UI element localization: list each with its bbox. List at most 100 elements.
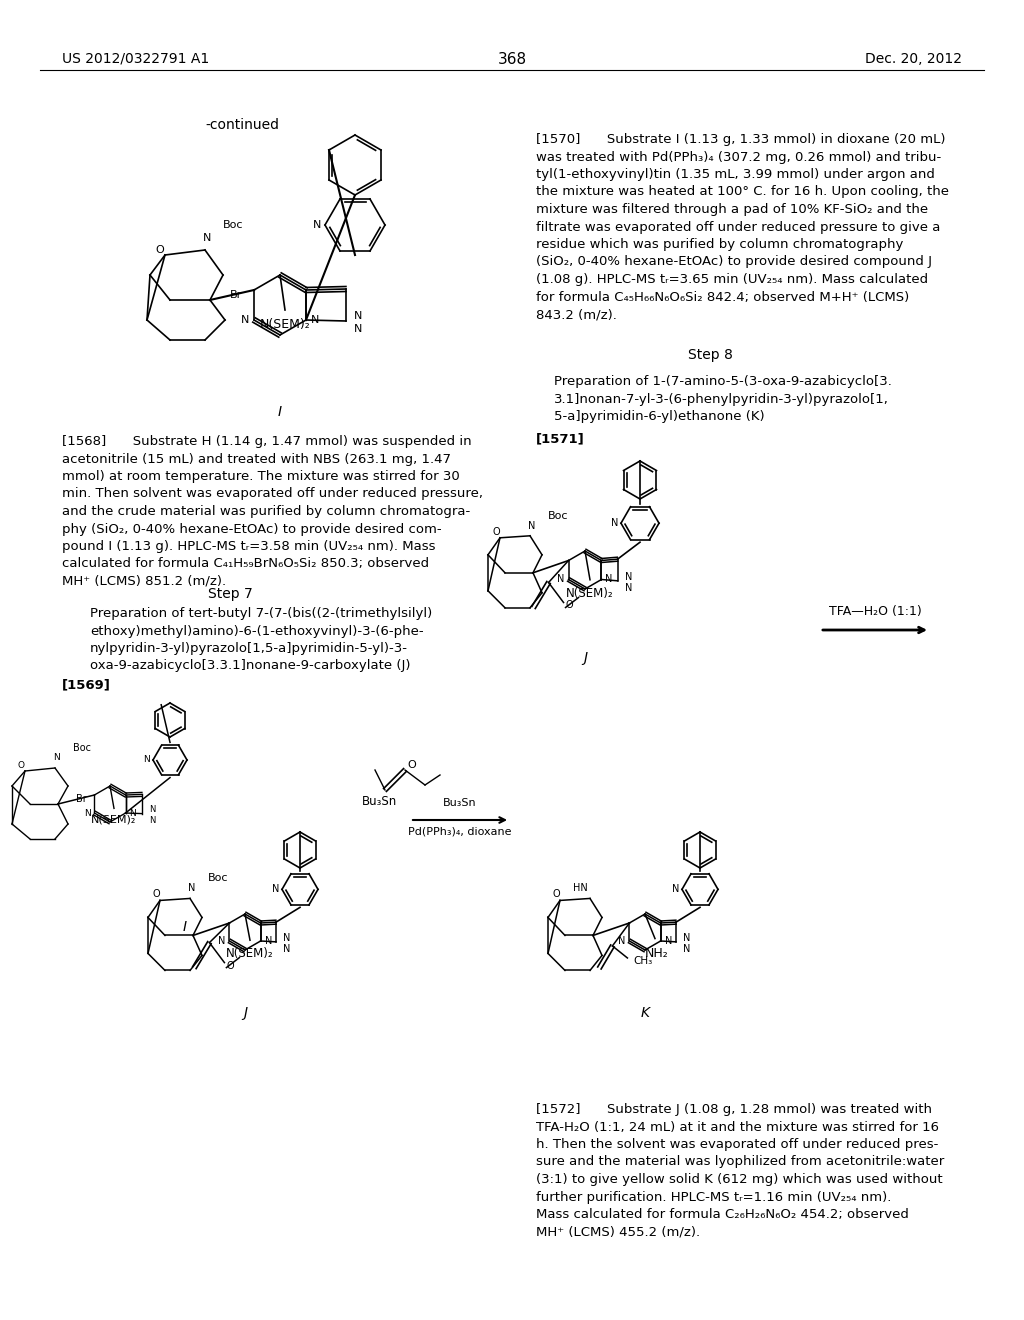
Text: Boc: Boc [208,874,228,883]
Text: MH⁺ (LCMS) 455.2 (m/z).: MH⁺ (LCMS) 455.2 (m/z). [536,1225,700,1238]
Text: -continued: -continued [205,117,279,132]
Text: Br: Br [76,795,86,804]
Text: sure and the material was lyophilized from acetonitrile:water: sure and the material was lyophilized fr… [536,1155,944,1168]
Text: N: N [665,936,672,946]
Text: O: O [153,890,160,899]
Text: N: N [84,808,90,817]
Text: tyl(1-ethoxyvinyl)tin (1.35 mL, 3.99 mmol) under argon and: tyl(1-ethoxyvinyl)tin (1.35 mL, 3.99 mmo… [536,168,935,181]
Text: Bu₃Sn: Bu₃Sn [443,799,477,808]
Text: Bu₃Sn: Bu₃Sn [362,795,397,808]
Text: N: N [311,315,319,325]
Text: 368: 368 [498,51,526,67]
Text: Dec. 20, 2012: Dec. 20, 2012 [865,51,962,66]
Text: was treated with Pd(PPh₃)₄ (307.2 mg, 0.26 mmol) and tribu-: was treated with Pd(PPh₃)₄ (307.2 mg, 0.… [536,150,941,164]
Text: N: N [683,933,690,942]
Text: N: N [625,583,632,593]
Text: acetonitrile (15 mL) and treated with NBS (263.1 mg, 1.47: acetonitrile (15 mL) and treated with NB… [62,453,451,466]
Text: Pd(PPh₃)₄, dioxane: Pd(PPh₃)₄, dioxane [409,828,512,837]
Text: (1.08 g). HPLC-MS tᵣ=3.65 min (UV₂₅₄ nm). Mass calculated: (1.08 g). HPLC-MS tᵣ=3.65 min (UV₂₅₄ nm)… [536,273,928,286]
Text: N: N [150,805,156,814]
Text: N: N [130,808,136,817]
Text: Boc: Boc [73,743,91,752]
Text: filtrate was evaporated off under reduced pressure to give a: filtrate was evaporated off under reduce… [536,220,940,234]
Text: (SiO₂, 0-40% hexane-EtOAc) to provide desired compound J: (SiO₂, 0-40% hexane-EtOAc) to provide de… [536,256,932,268]
Text: N: N [283,933,291,942]
Text: further purification. HPLC-MS tᵣ=1.16 min (UV₂₅₄ nm).: further purification. HPLC-MS tᵣ=1.16 mi… [536,1191,891,1204]
Text: ethoxy)methyl)amino)-6-(1-ethoxyvinyl)-3-(6-phe-: ethoxy)methyl)amino)-6-(1-ethoxyvinyl)-3… [90,624,424,638]
Text: I: I [278,405,282,418]
Text: O: O [408,760,417,770]
Text: oxa-9-azabicyclo[3.3.1]nonane-9-carboxylate (J): oxa-9-azabicyclo[3.3.1]nonane-9-carboxyl… [90,660,411,672]
Text: min. Then solvent was evaporated off under reduced pressure,: min. Then solvent was evaporated off und… [62,487,483,500]
Text: N: N [354,323,362,334]
Text: N: N [625,572,632,582]
Text: [1569]: [1569] [62,678,111,690]
Text: 843.2 (m/z).: 843.2 (m/z). [536,308,616,321]
Text: (3:1) to give yellow solid K (612 mg) which was used without: (3:1) to give yellow solid K (612 mg) wh… [536,1173,943,1185]
Text: N: N [272,884,280,895]
Text: residue which was purified by column chromatography: residue which was purified by column chr… [536,238,903,251]
Text: CH₃: CH₃ [634,956,652,966]
Text: 5-a]pyrimidin-6-yl)ethanone (K): 5-a]pyrimidin-6-yl)ethanone (K) [554,411,765,422]
Text: J: J [583,651,587,665]
Text: Preparation of 1-(7-amino-5-(3-oxa-9-azabicyclo[3.: Preparation of 1-(7-amino-5-(3-oxa-9-aza… [554,375,892,388]
Text: 3.1]nonan-7-yl-3-(6-phenylpyridin-3-yl)pyrazolo[1,: 3.1]nonan-7-yl-3-(6-phenylpyridin-3-yl)p… [554,392,889,405]
Text: K: K [640,1006,649,1020]
Text: N(SEM)₂: N(SEM)₂ [226,948,273,960]
Text: O: O [565,601,573,610]
Text: TFA-H₂O (1:1, 24 mL) at it and the mixture was stirred for 16: TFA-H₂O (1:1, 24 mL) at it and the mixtu… [536,1121,939,1134]
Text: O: O [552,890,560,899]
Text: N: N [53,754,60,763]
Text: N: N [218,936,225,946]
Text: N: N [354,312,362,321]
Text: MH⁺ (LCMS) 851.2 (m/z).: MH⁺ (LCMS) 851.2 (m/z). [62,576,226,587]
Text: mixture was filtered through a pad of 10% KF-SiO₂ and the: mixture was filtered through a pad of 10… [536,203,928,216]
Text: HN: HN [573,883,588,894]
Text: N: N [283,944,291,954]
Text: O: O [156,246,165,255]
Text: N: N [241,315,249,325]
Text: Br: Br [229,290,242,300]
Text: I: I [183,920,187,935]
Text: O: O [226,961,234,970]
Text: N: N [143,755,151,764]
Text: Step 7: Step 7 [208,587,252,601]
Text: Boc: Boc [223,220,244,230]
Text: [1570]  Substrate I (1.13 g, 1.33 mmol) in dioxane (20 mL): [1570] Substrate I (1.13 g, 1.33 mmol) i… [536,133,945,147]
Text: TFA—H₂O (1:1): TFA—H₂O (1:1) [828,605,922,618]
Text: N: N [528,521,536,531]
Text: N: N [683,944,690,954]
Text: O: O [493,527,500,537]
Text: for formula C₄₅H₆₆N₆O₆Si₂ 842.4; observed M+H⁺ (LCMS): for formula C₄₅H₆₆N₆O₆Si₂ 842.4; observe… [536,290,909,304]
Text: the mixture was heated at 100° C. for 16 h. Upon cooling, the: the mixture was heated at 100° C. for 16… [536,186,949,198]
Text: N: N [605,574,612,585]
Text: [1572]  Substrate J (1.08 g, 1.28 mmol) was treated with: [1572] Substrate J (1.08 g, 1.28 mmol) w… [536,1104,932,1115]
Text: N: N [557,574,564,585]
Text: J: J [243,1006,247,1020]
Text: [1568]  Substrate H (1.14 g, 1.47 mmol) was suspended in: [1568] Substrate H (1.14 g, 1.47 mmol) w… [62,436,472,447]
Text: and the crude material was purified by column chromatogra-: and the crude material was purified by c… [62,506,470,517]
Text: N(SEM)₂: N(SEM)₂ [260,318,310,331]
Text: calculated for formula C₄₁H₅₉BrN₆O₅Si₂ 850.3; observed: calculated for formula C₄₁H₅₉BrN₆O₅Si₂ 8… [62,557,429,570]
Text: N: N [673,884,680,895]
Text: nylpyridin-3-yl)pyrazolo[1,5-a]pyrimidin-5-yl)-3-: nylpyridin-3-yl)pyrazolo[1,5-a]pyrimidin… [90,642,408,655]
Text: h. Then the solvent was evaporated off under reduced pres-: h. Then the solvent was evaporated off u… [536,1138,938,1151]
Text: pound I (1.13 g). HPLC-MS tᵣ=3.58 min (UV₂₅₄ nm). Mass: pound I (1.13 g). HPLC-MS tᵣ=3.58 min (U… [62,540,435,553]
Text: N: N [150,816,156,825]
Text: N(SEM)₂: N(SEM)₂ [91,814,136,825]
Text: N(SEM)₂: N(SEM)₂ [566,587,613,599]
Text: mmol) at room temperature. The mixture was stirred for 30: mmol) at room temperature. The mixture w… [62,470,460,483]
Text: N: N [611,519,618,528]
Text: Step 8: Step 8 [687,348,732,362]
Text: [1571]: [1571] [536,432,585,445]
Text: N: N [312,220,322,230]
Text: N: N [618,936,626,946]
Text: phy (SiO₂, 0-40% hexane-EtOAc) to provide desired com-: phy (SiO₂, 0-40% hexane-EtOAc) to provid… [62,523,441,536]
Text: Mass calculated for formula C₂₆H₂₆N₆O₂ 454.2; observed: Mass calculated for formula C₂₆H₂₆N₆O₂ 4… [536,1208,909,1221]
Text: N: N [188,883,196,894]
Text: Preparation of tert-butyl 7-(7-(bis((2-(trimethylsilyl): Preparation of tert-butyl 7-(7-(bis((2-(… [90,607,432,620]
Text: O: O [17,760,25,770]
Text: Boc: Boc [548,511,568,521]
Text: N: N [264,936,272,946]
Text: US 2012/0322791 A1: US 2012/0322791 A1 [62,51,209,66]
